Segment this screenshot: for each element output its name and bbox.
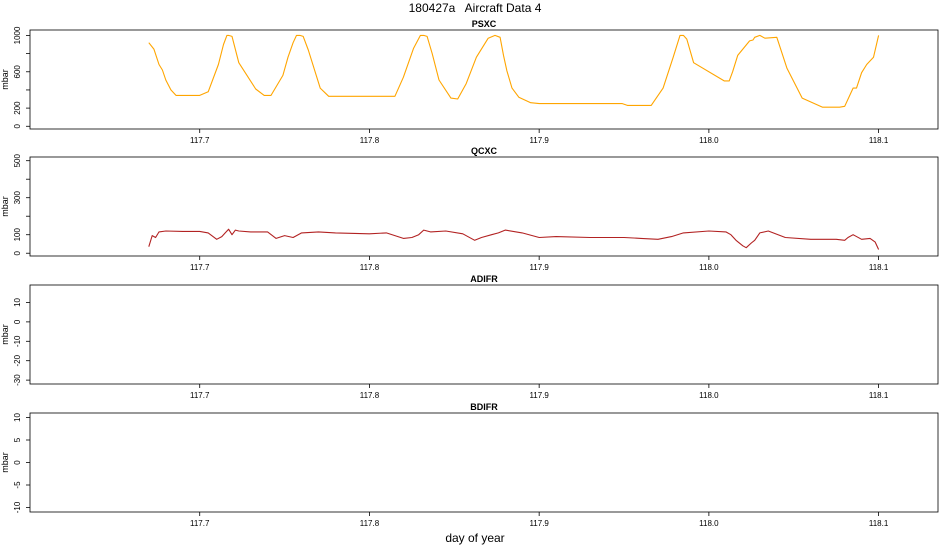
x-tick-label: 117.9 xyxy=(529,136,549,145)
y-tick-label: -20 xyxy=(13,354,22,366)
panel-qcxc: QCXC mbar 0 100 300 500 117.7 117.8 117.9 118.0 11… xyxy=(0,146,939,272)
series-line-qcxc xyxy=(148,228,880,250)
y-axis-label: mbar xyxy=(0,452,10,473)
panel-bdifr: BDIFR mbar -10 -5 0 5 10 117.7 117.8 117.9 118.0 11… xyxy=(0,402,939,528)
y-tick-label: -10 xyxy=(13,335,22,347)
y-tick-label: 0 xyxy=(13,460,22,465)
y-tick-label: 600 xyxy=(13,65,22,79)
panel-title: BDIFR xyxy=(470,402,498,412)
x-axis-label: day of year xyxy=(445,531,505,545)
y-tick-label: 200 xyxy=(13,101,22,115)
x-tick-label: 117.8 xyxy=(360,519,380,528)
x-tick-label: 118.1 xyxy=(869,263,889,272)
y-axis-label: mbar xyxy=(0,196,10,217)
y-tick-label: -10 xyxy=(13,501,22,513)
y-tick-label: 300 xyxy=(13,190,22,204)
y-tick-label: -5 xyxy=(13,481,22,489)
y-tick-label: 500 xyxy=(13,153,22,167)
x-tick-label: 117.8 xyxy=(360,136,380,145)
y-axis-label: mbar xyxy=(0,69,10,90)
chart-main-title: 180427a Aircraft Data 4 xyxy=(408,1,542,15)
x-tick-label: 117.7 xyxy=(190,136,210,145)
x-tick-label: 118.1 xyxy=(869,519,889,528)
x-tick-label: 117.9 xyxy=(529,391,549,400)
panel-title: PSXC xyxy=(472,19,497,29)
x-tick-label: 118.1 xyxy=(869,136,889,145)
x-tick-label: 117.8 xyxy=(360,391,380,400)
y-tick-label: 0 xyxy=(13,319,22,324)
y-tick-label: 10 xyxy=(13,297,22,306)
panel-title: QCXC xyxy=(471,146,498,156)
y-tick-label: 1000 xyxy=(13,26,22,44)
panel-frame xyxy=(29,412,939,513)
panel-adifr: ADIFR mbar -30 -20 -10 0 10 117.7 117.8 117.9 118.… xyxy=(0,274,939,400)
y-axis-label: mbar xyxy=(0,324,10,345)
x-tick-label: 118.0 xyxy=(699,519,719,528)
x-tick-label: 117.7 xyxy=(190,263,210,272)
y-tick-label: -30 xyxy=(13,374,22,386)
x-tick-label: 118.0 xyxy=(699,391,719,400)
x-tick-label: 118.0 xyxy=(699,263,719,272)
y-tick-label: 5 xyxy=(13,437,22,442)
x-tick-label: 117.7 xyxy=(190,391,210,400)
x-tick-label: 117.9 xyxy=(529,263,549,272)
y-tick-label: 100 xyxy=(13,228,22,242)
x-tick-label: 117.9 xyxy=(529,519,549,528)
x-tick-label: 117.7 xyxy=(190,519,210,528)
panel-psxc: PSXC mbar 0 200 600 1000 117.7 117.8 117.9 118.0 1… xyxy=(0,19,939,145)
y-tick-label: 0 xyxy=(13,124,22,129)
series-line-psxc xyxy=(148,34,880,108)
panel-frame xyxy=(29,156,939,257)
panel-frame xyxy=(29,284,939,385)
x-tick-label: 118.0 xyxy=(699,136,719,145)
panel-title: ADIFR xyxy=(470,274,498,284)
panel-frame xyxy=(29,29,939,130)
x-tick-label: 118.1 xyxy=(869,391,889,400)
y-tick-label: 0 xyxy=(13,250,22,255)
x-tick-label: 117.8 xyxy=(360,263,380,272)
y-tick-label: 10 xyxy=(13,413,22,422)
